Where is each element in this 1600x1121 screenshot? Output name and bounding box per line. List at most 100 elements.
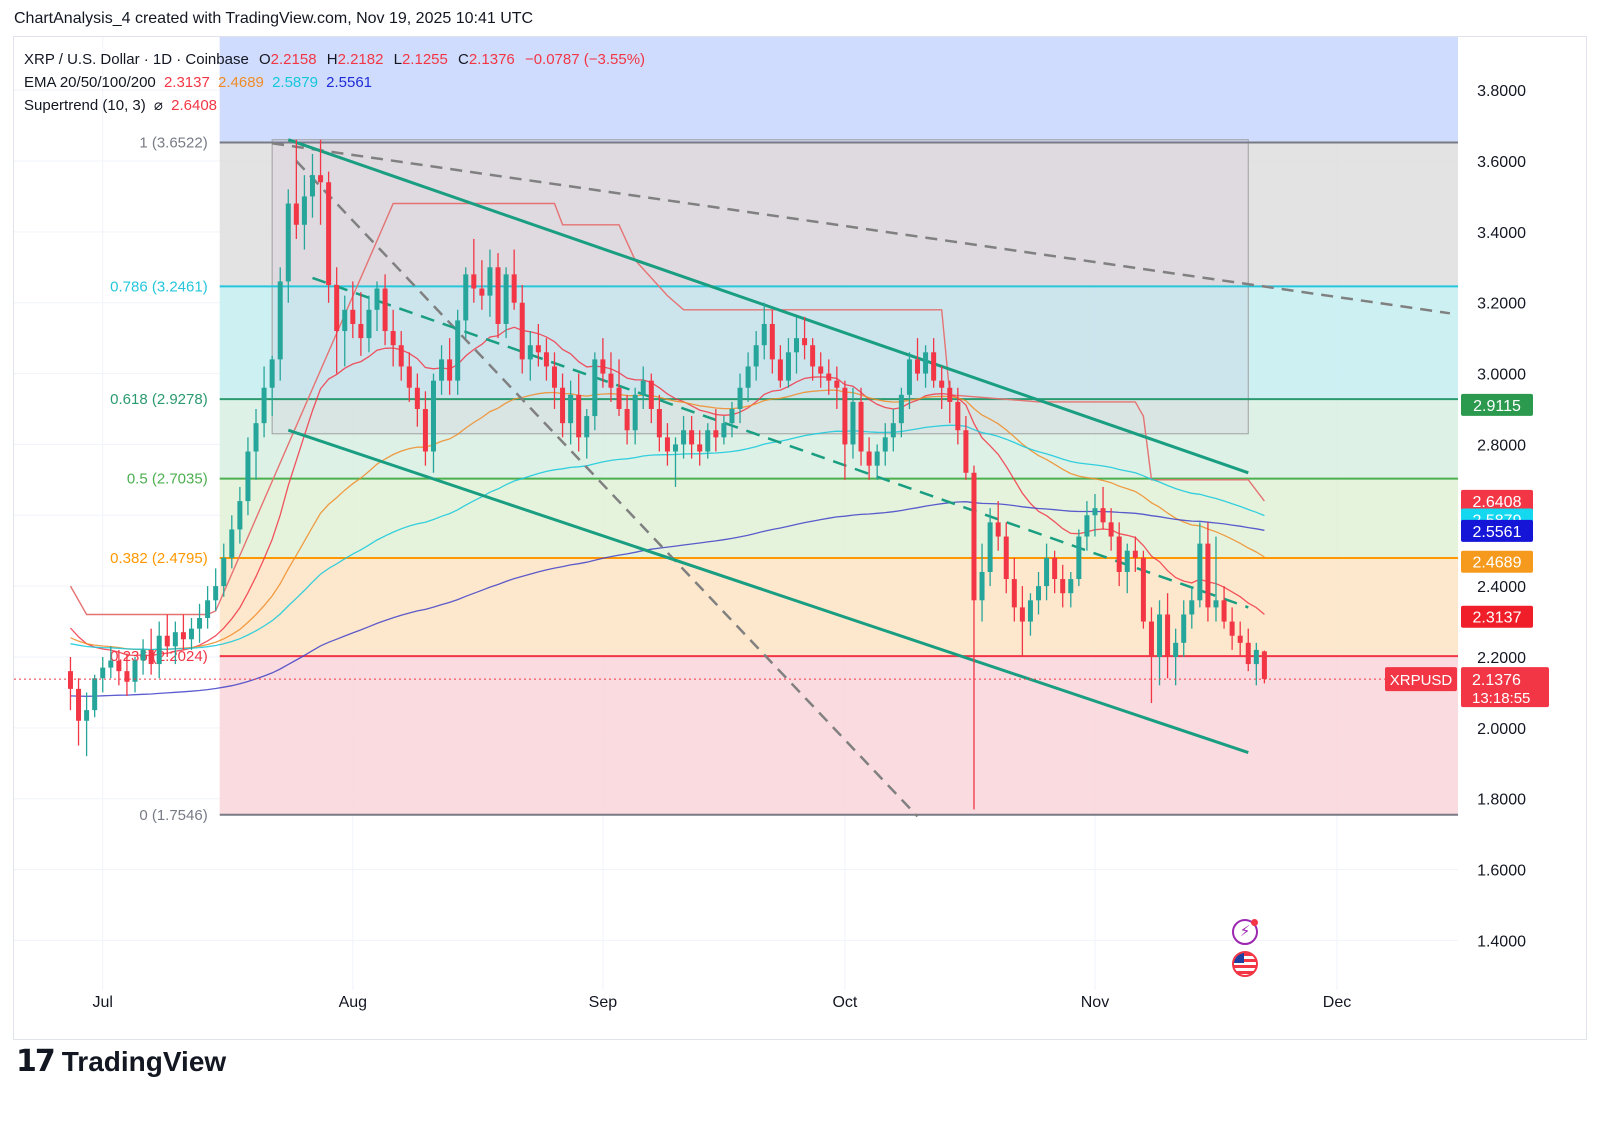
candle-body (172, 632, 178, 647)
candle-body (1060, 579, 1066, 594)
candle-body (1068, 579, 1074, 594)
candle-body (963, 430, 969, 473)
candle-body (495, 267, 501, 324)
candle-body (269, 359, 275, 388)
candle-body (955, 401, 961, 431)
candle-body (656, 408, 662, 438)
channel-midline (312, 276, 1249, 609)
candle-body (1084, 515, 1090, 537)
candle-body (342, 309, 348, 332)
candle-body (1173, 642, 1179, 657)
candle-body (221, 557, 227, 587)
candle-body (1019, 607, 1025, 622)
y-tick-label: 1.8000 (1477, 792, 1526, 809)
low-label: L (393, 51, 402, 68)
tradingview-logo[interactable]: 17 TradingView (16, 1044, 226, 1079)
candle-body (326, 182, 332, 285)
candle-body (713, 430, 719, 438)
candle-body (414, 387, 420, 409)
ema200-value: 2.5561 (326, 74, 373, 91)
us-flag-canton (1234, 953, 1244, 963)
candle-body (737, 387, 743, 409)
candle-body (753, 345, 759, 367)
change-value: −0.0787 (−3.55%) (524, 51, 646, 68)
candle-body (866, 451, 872, 466)
y-tick-label: 1.6000 (1477, 863, 1526, 880)
visibility-icon[interactable]: ⌀ (153, 97, 163, 114)
fib-label: 0.786 (3.2461) (110, 278, 208, 295)
candle-body (971, 472, 977, 601)
candle-body (422, 408, 428, 452)
symbol-line[interactable]: XRP / U.S. Dollar · 1D · Coinbase (24, 51, 249, 68)
candle-body (1140, 557, 1146, 622)
candle-body (882, 437, 888, 452)
candle-body (874, 451, 880, 466)
candle-body (1237, 635, 1243, 643)
candle-body (519, 302, 525, 360)
trendline-long-dashed (271, 142, 1451, 315)
last-price-tag (1461, 667, 1549, 708)
candle-body (237, 501, 243, 530)
candle-body (1148, 621, 1154, 657)
logo-wordmark: TradingView (61, 1045, 227, 1077)
candle-body (584, 416, 590, 438)
candle-body (1003, 536, 1009, 580)
candle-body (180, 632, 186, 640)
candle-body (293, 203, 299, 225)
candle-body (318, 175, 324, 183)
candle-body (769, 323, 775, 360)
candle-body (1100, 508, 1106, 523)
ema100-value: 2.5879 (272, 74, 318, 91)
candle-body (471, 274, 477, 289)
candle-body (1108, 522, 1114, 537)
candle-body (898, 394, 904, 424)
candle-body (705, 430, 711, 452)
candle-body (156, 635, 162, 665)
candle-body (301, 196, 307, 225)
candle-body (108, 660, 114, 668)
last-price-value: 2.1376 (1472, 672, 1521, 689)
close-value: 2.1376 (468, 51, 515, 68)
candle-body (140, 649, 146, 661)
candle-body (632, 394, 638, 431)
candle-body (850, 401, 856, 445)
x-tick-label: Jul (93, 994, 113, 1011)
supertrend-row[interactable]: Supertrend (10, 3) ⌀ 2.6408 (24, 94, 645, 117)
ema-row[interactable]: EMA 20/50/100/200 2.3137 2.4689 2.5879 2… (24, 71, 645, 94)
candle-body (245, 451, 251, 502)
us-flag-icon[interactable] (1232, 951, 1258, 977)
y-tick-label: 3.0000 (1477, 367, 1526, 384)
candle-body (616, 387, 622, 409)
candle-body (551, 366, 557, 388)
ohlc-row: XRP / U.S. Dollar · 1D · Coinbase O2.215… (24, 48, 645, 71)
candle-body (1221, 600, 1227, 622)
fib-label: 0.5 (2.7035) (127, 471, 208, 488)
candle-body (608, 373, 614, 388)
y-tick-label: 2.0000 (1477, 721, 1526, 738)
candle-body (697, 444, 703, 452)
axis-price-tag (1461, 550, 1533, 573)
candle-body (777, 359, 783, 381)
axis-price-tag-text: 2.3137 (1473, 610, 1522, 627)
candle-body (785, 352, 791, 381)
candle-body (858, 401, 864, 452)
candle-body (439, 359, 445, 381)
candle-body (729, 408, 735, 424)
high-value: 2.2182 (337, 51, 384, 68)
symbol-tag-text: XRPUSD (1390, 672, 1453, 689)
candle-body (560, 387, 566, 424)
lightning-icon[interactable]: ⚡ (1232, 919, 1258, 945)
high-label: H (326, 51, 338, 68)
candle-body (253, 423, 259, 452)
fib-label: 0.618 (2.9278) (110, 391, 208, 408)
ema20-line (70, 326, 1265, 657)
candle-body (947, 387, 953, 402)
candle-body (116, 660, 122, 672)
candle-body (124, 671, 130, 682)
candle-body (374, 288, 380, 310)
y-tick-label: 1.4000 (1477, 933, 1526, 950)
candle-body (640, 380, 646, 395)
candle-body (309, 175, 315, 197)
candle-body (906, 359, 912, 395)
